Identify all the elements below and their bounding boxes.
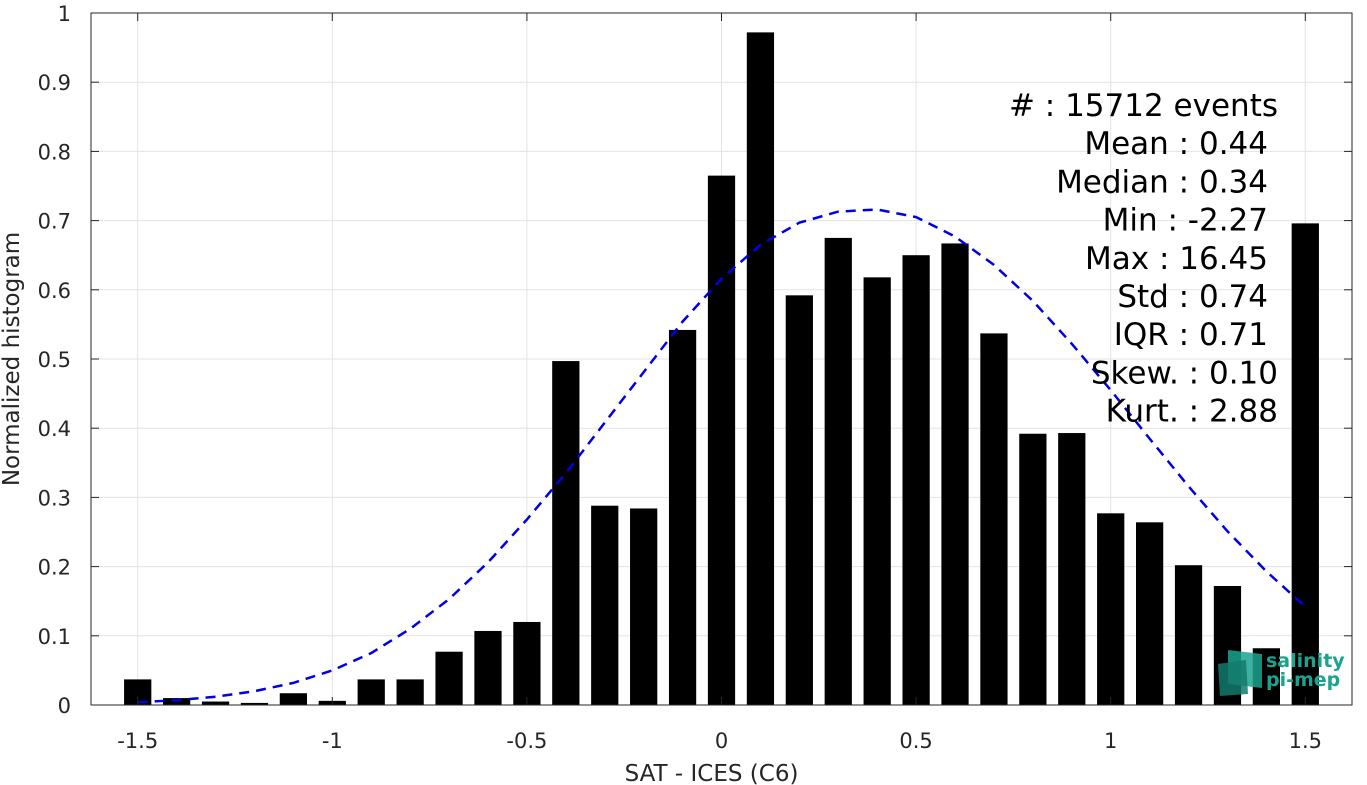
bar [1097,513,1125,705]
stat-line: Skew. : 0.10 [1091,355,1278,391]
y-axis-ticks: 0 0.1 0.2 0.3 0.4 0.5 0.6 0.7 0.8 0.9 1 [38,2,1352,718]
y-tick-label: 0.9 [38,71,71,95]
y-tick-label: 0.3 [38,486,71,510]
stat-line: Mean : 0.44 [1084,126,1268,162]
bar [785,295,813,705]
y-tick-label: 0.8 [38,140,71,164]
y-axis-label: Normalized histogram [0,232,25,486]
bar [591,505,619,705]
bar [1135,522,1164,705]
bar [1019,433,1047,705]
bar [201,701,230,705]
x-tick-label: 0.5 [899,729,932,753]
y-tick-label: 0.4 [38,417,71,441]
stat-line: Std : 0.74 [1117,279,1268,315]
x-tick-label: 1 [1104,729,1117,753]
logo-icon-shadow [1218,660,1248,696]
y-tick-label: 0.7 [38,210,71,234]
bar [668,329,697,705]
bar [552,361,580,705]
stat-line: Max : 16.45 [1085,241,1268,277]
x-tick-label: 0 [715,729,728,753]
bar [980,333,1008,705]
bar [941,243,969,705]
x-tick-label: 1.5 [1289,729,1322,753]
bar [746,32,775,706]
y-tick-label: 0.2 [38,556,71,580]
stat-line: IQR : 0.71 [1114,317,1268,353]
salinity-pi-mep-logo: salinity pi-mep [1218,650,1345,696]
y-tick-label: 0.1 [38,625,71,649]
stat-line: Median : 0.34 [1056,164,1268,200]
bar [163,698,191,705]
x-tick-label: -1.5 [117,729,158,753]
x-tick-label: -0.5 [506,729,547,753]
bar [396,679,424,705]
bar [240,702,269,705]
bars-group [124,32,1319,706]
bar [279,693,308,705]
bar [435,651,463,705]
y-tick-label: 0.6 [38,279,71,303]
bar [1291,223,1319,706]
y-tick-label: 1 [58,2,71,26]
bar [824,237,852,705]
bar [513,621,541,705]
bar [357,679,385,705]
bar [630,508,658,705]
bar [1058,433,1086,705]
stat-line: Min : -2.27 [1103,203,1268,239]
y-tick-label: 0.5 [38,348,71,372]
y-tick-label: 0 [58,694,71,718]
x-axis-ticks: -1.5 -1 -0.5 0 0.5 1 1.5 [117,13,1322,753]
stat-line: # : 15712 events [1009,88,1278,124]
stat-line: Kurt. : 2.88 [1106,394,1278,430]
gaussian-fit-curve [137,208,1307,704]
bar [474,630,502,705]
bar [707,175,736,705]
x-axis-label: SAT - ICES (C6) [625,761,799,785]
x-tick-label: -1 [322,729,343,753]
bar [863,277,891,705]
bar [1174,565,1203,705]
logo-text-line2: pi-mep [1266,669,1340,691]
logo-text-line1: salinity [1266,650,1345,672]
bar [902,255,930,705]
